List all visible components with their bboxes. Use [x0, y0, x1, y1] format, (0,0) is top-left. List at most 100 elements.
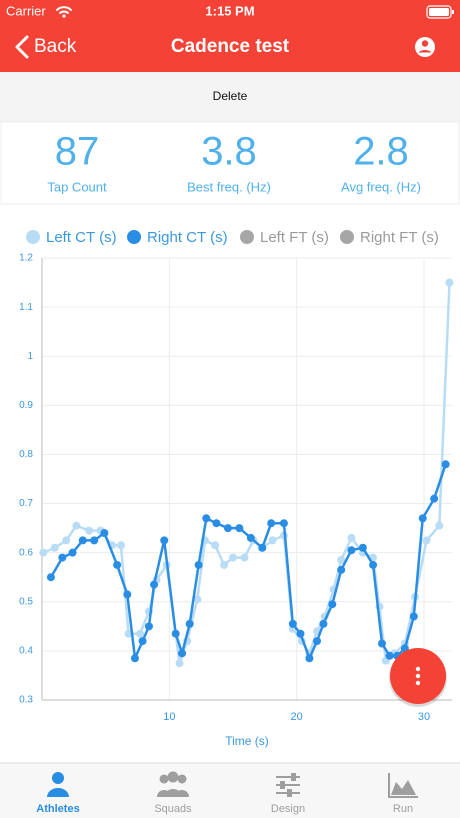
- tab-label[interactable]: Design: [271, 803, 305, 815]
- tab-icon-squads[interactable]: [157, 771, 189, 798]
- data-point: [46, 573, 55, 582]
- data-point: [193, 595, 202, 604]
- legend-marker: [26, 230, 40, 244]
- y-tick-label: 1.2: [19, 253, 33, 264]
- data-point: [68, 548, 77, 557]
- action-band: [0, 72, 460, 122]
- stat-value: 3.8: [201, 130, 257, 174]
- data-point: [160, 536, 169, 545]
- tab-label[interactable]: Athletes: [36, 803, 79, 815]
- legend-marker: [127, 230, 141, 244]
- data-point: [279, 519, 288, 528]
- data-point: [337, 556, 346, 565]
- delete-button[interactable]: Delete: [213, 89, 248, 103]
- clock: 1:15 PM: [205, 3, 254, 18]
- x-tick-label: 20: [291, 711, 303, 723]
- data-point: [72, 521, 81, 530]
- data-point: [194, 560, 203, 569]
- data-point: [235, 524, 244, 533]
- tab-label[interactable]: Run: [393, 803, 413, 815]
- tab-icon-design[interactable]: [276, 773, 300, 797]
- data-point: [445, 278, 454, 287]
- data-point: [305, 654, 314, 663]
- data-point: [296, 629, 305, 638]
- legend-label: Left CT (s): [46, 229, 117, 246]
- data-point: [328, 600, 337, 609]
- data-point: [385, 651, 394, 660]
- data-point: [319, 619, 328, 628]
- data-point: [100, 529, 109, 538]
- data-point: [178, 649, 187, 658]
- tabs: Athletes Squads Design Run: [36, 803, 413, 815]
- fab[interactable]: [389, 648, 447, 707]
- tab-bar: [0, 763, 460, 818]
- stat-label: Avg freq. (Hz): [341, 179, 421, 194]
- account-button[interactable]: [415, 37, 435, 57]
- data-point: [246, 533, 255, 542]
- data-point: [220, 560, 229, 569]
- back-button[interactable]: Back: [15, 35, 77, 59]
- stats: 87 Tap Count 3.8 Best freq. (Hz) 2.8 Avg freq…: [47, 130, 421, 195]
- y-tick-label: 0.8: [19, 449, 33, 460]
- data-point: [144, 622, 153, 631]
- carrier: Carrier: [6, 3, 46, 18]
- legend-marker: [240, 230, 254, 244]
- data-point: [435, 521, 444, 530]
- data-point: [202, 514, 211, 523]
- y-tick-label: 1: [27, 351, 33, 362]
- data-point: [39, 548, 48, 557]
- y-tick-label: 0.4: [19, 646, 33, 657]
- data-point: [130, 654, 139, 663]
- data-point: [50, 543, 59, 552]
- y-tick-label: 0.9: [19, 400, 33, 411]
- data-point: [62, 536, 71, 545]
- wifi-icon: [56, 6, 72, 14]
- y-tick-label: 0.5: [19, 596, 33, 607]
- x-axis-title: Time (s): [225, 734, 269, 748]
- header-bar: [0, 0, 460, 72]
- data-point: [113, 560, 122, 569]
- data-point: [228, 553, 237, 562]
- y-tick-label: 0.7: [19, 498, 33, 509]
- data-point: [369, 560, 378, 569]
- wifi-dot: [62, 14, 66, 18]
- data-point: [288, 619, 297, 628]
- stat-label: Tap Count: [47, 179, 107, 194]
- x-tick-label: 30: [418, 711, 430, 723]
- data-point: [78, 536, 87, 545]
- stat-value: 2.8: [353, 130, 409, 174]
- data-point: [150, 580, 159, 589]
- stats-card: [0, 121, 460, 205]
- data-point: [422, 536, 431, 545]
- back-label[interactable]: Back: [34, 36, 77, 57]
- data-point: [430, 494, 439, 503]
- data-point: [211, 541, 220, 550]
- data-point: [138, 637, 147, 646]
- data-point: [58, 553, 67, 562]
- data-point: [175, 659, 184, 668]
- stat-label: Best freq. (Hz): [187, 179, 271, 194]
- data-point: [377, 639, 386, 648]
- tab-icon-athletes[interactable]: [47, 772, 69, 797]
- chart: 0.3 0.4 0.5 0.6 0.7 0.8 0.9 1 1.1 1.2 10 20 30 Time (…: [19, 229, 454, 748]
- data-point: [258, 543, 267, 552]
- y-tick-label: 0.6: [19, 547, 33, 558]
- tab-icon-run[interactable]: [388, 773, 418, 798]
- data-point: [337, 565, 346, 574]
- screen-title: Cadence test: [171, 36, 290, 57]
- x-tick-label: 10: [163, 711, 175, 723]
- tab-label[interactable]: Squads: [154, 803, 192, 815]
- series-line: [49, 463, 447, 660]
- data-point: [136, 629, 145, 638]
- series-line: [42, 282, 451, 665]
- data-point: [418, 514, 427, 523]
- legend-marker: [340, 230, 354, 244]
- data-point: [185, 619, 194, 628]
- data-point: [116, 541, 125, 550]
- legend-label: Left FT (s): [260, 229, 329, 246]
- data-point: [268, 536, 277, 545]
- data-point: [441, 460, 450, 469]
- stat-value: 87: [55, 130, 100, 174]
- data-point: [223, 524, 232, 533]
